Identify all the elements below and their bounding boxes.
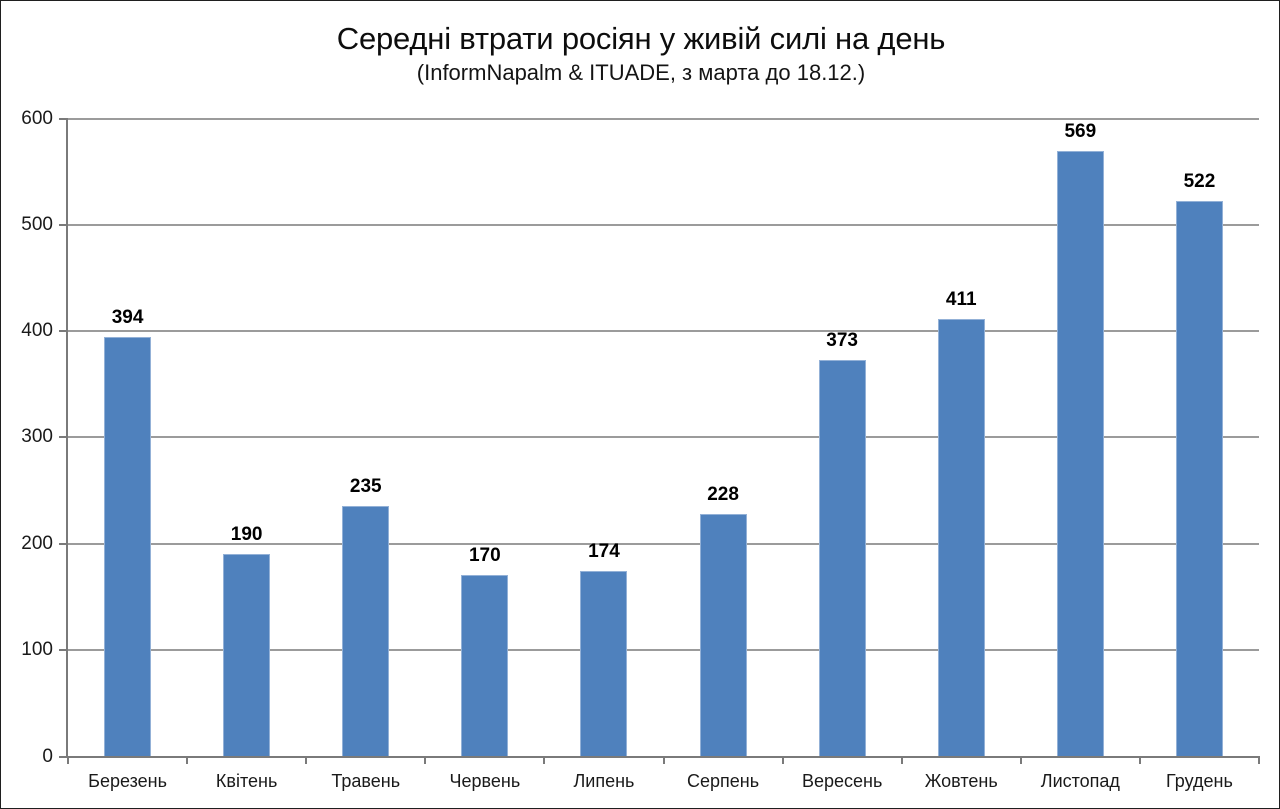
gridline-400 [68, 330, 1259, 332]
x-category-label-Травень: Травень [331, 771, 401, 791]
bar-value-label-Серпень: 228 [707, 483, 739, 505]
x-category-label-Грудень: Грудень [1166, 771, 1233, 791]
y-tick-label-600: 600 [21, 107, 53, 129]
gridline-100 [68, 648, 1259, 651]
x-axis-tick-1 [186, 756, 189, 764]
bar-Вересень [818, 359, 866, 756]
y-tick-label-300: 300 [21, 426, 53, 448]
y-tick-label-0: 0 [42, 746, 53, 767]
y-axis-tick-100 [59, 648, 68, 651]
y-axis-tick-0 [59, 756, 68, 758]
x-category-label-Серпень: Серпень [686, 771, 760, 791]
x-axis-tick-7 [900, 756, 903, 764]
x-category-label-Червень: Червень [449, 771, 521, 791]
bar-value-label-Листопад: 569 [1064, 121, 1097, 143]
x-axis-tick-8 [1019, 756, 1022, 764]
bar-value-label-Травень: 235 [349, 476, 382, 498]
x-axis-tick-10 [1258, 756, 1260, 764]
y-tick-label-100: 100 [21, 638, 53, 660]
x-axis-tick-9 [1138, 756, 1141, 764]
bar-value-label-Квітень: 190 [230, 524, 263, 546]
bar-value-label-Вересень: 373 [826, 329, 858, 351]
x-axis-tick-0 [67, 756, 69, 764]
x-axis-tick-4 [543, 756, 546, 764]
bar-value-label-Липень: 174 [588, 541, 620, 563]
x-axis-tick-6 [781, 756, 784, 764]
x-category-label-Березень: Березень [88, 771, 167, 791]
x-category-label-Листопад: Листопад [1040, 771, 1120, 791]
gridline-500 [68, 223, 1259, 226]
y-axis-tick-400 [59, 330, 68, 332]
x-axis-tick-5 [662, 756, 665, 764]
y-tick-label-200: 200 [21, 532, 53, 554]
y-axis-line [66, 118, 68, 758]
bar-Квітень [223, 554, 271, 756]
x-category-label-Вересень: Вересень [801, 771, 883, 791]
gridline-200 [68, 542, 1259, 545]
x-axis-tick-3 [424, 756, 427, 764]
y-tick-label-400: 400 [21, 320, 53, 341]
bar-Грудень [1175, 201, 1223, 756]
gridline-300 [68, 436, 1259, 439]
bar-Липень [580, 571, 628, 756]
bar-value-label-Грудень: 522 [1183, 171, 1216, 193]
y-axis-tick-300 [59, 436, 68, 439]
y-axis-tick-600 [59, 117, 68, 120]
x-axis-tick-2 [305, 756, 308, 764]
bar-value-label-Червень: 170 [468, 545, 501, 567]
bar-Червень [461, 575, 509, 756]
bar-Березень [104, 337, 152, 756]
x-category-label-Квітень: Квітень [215, 771, 278, 791]
y-axis-tick-500 [59, 223, 68, 226]
y-axis-tick-200 [59, 542, 68, 545]
gridline-600 [68, 117, 1259, 120]
bar-Жовтень [937, 319, 985, 756]
bar-Листопад [1056, 151, 1104, 756]
x-category-label-Липень: Липень [573, 771, 635, 791]
y-tick-label-500: 500 [21, 213, 53, 235]
bar-Серпень [699, 513, 747, 756]
bar-value-label-Березень: 394 [111, 307, 144, 329]
bar-value-label-Жовтень: 411 [945, 289, 977, 311]
chart-subtitle: (InformNapalm & ITUADE, з марта до 18.12… [416, 60, 866, 85]
chart-title: Середні втрати росіян у живій силі на де… [336, 21, 946, 56]
x-category-label-Жовтень: Жовтень [924, 771, 998, 791]
bar-Травень [342, 506, 390, 756]
